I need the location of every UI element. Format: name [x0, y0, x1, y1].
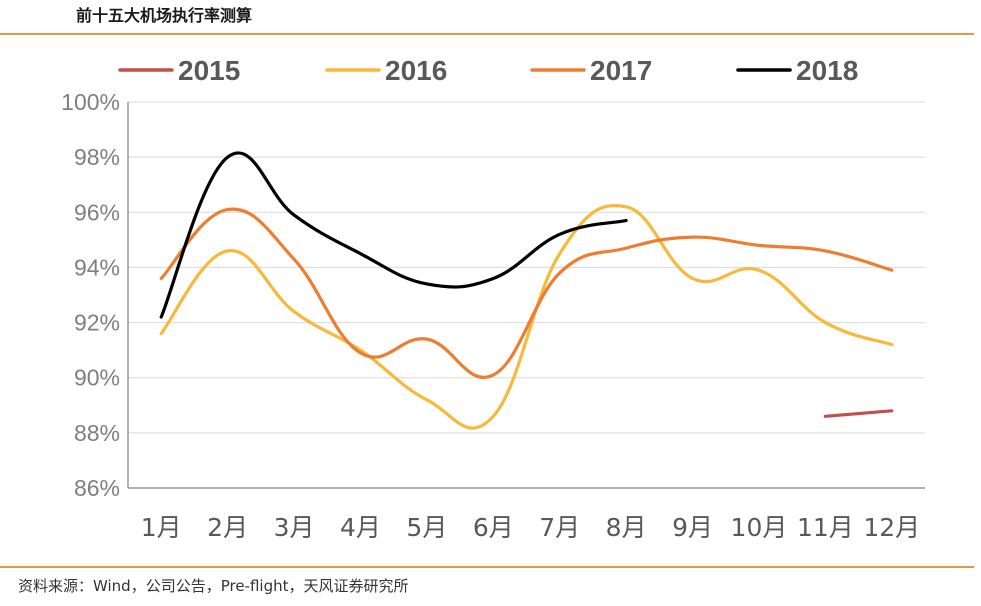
series-line-2016	[159, 204, 894, 430]
legend: 2015 2016 2017 2018	[118, 55, 858, 86]
y-axis-ticks: 86% 88% 90% 92% 94% 96% 98% 100%	[61, 89, 120, 501]
series-line-2017	[159, 207, 894, 379]
axes	[127, 102, 925, 489]
y-tick-label: 96%	[74, 199, 120, 225]
x-tick-label: 6月	[473, 513, 514, 542]
chart-title: 前十五大机场执行率测算	[76, 6, 253, 25]
source-note: 资料来源：Wind，公司公告，Pre-flight，天风证券研究所	[18, 577, 409, 595]
gridlines	[128, 101, 925, 434]
y-tick-label: 98%	[74, 144, 120, 170]
y-tick-label: 90%	[74, 365, 120, 391]
footer-divider	[0, 566, 974, 568]
x-tick-label: 11月	[797, 513, 854, 542]
y-tick-label: 88%	[74, 420, 120, 446]
y-tick-label: 94%	[74, 254, 120, 280]
x-tick-label: 10月	[731, 513, 788, 542]
legend-label-2016: 2016	[385, 55, 447, 86]
x-tick-label: 7月	[539, 513, 580, 542]
x-tick-label: 3月	[274, 513, 315, 542]
x-tick-label: 4月	[340, 513, 381, 542]
series-line-2018	[159, 151, 628, 319]
x-tick-label: 2月	[207, 513, 248, 542]
y-tick-label: 100%	[61, 89, 120, 115]
header-divider	[0, 33, 974, 35]
series-lines	[159, 151, 894, 430]
x-tick-label: 5月	[406, 513, 447, 542]
y-tick-label: 86%	[74, 475, 120, 501]
x-axis-ticks: 1月 2月 3月 4月 5月 6月 7月 8月 9月 10月 11月 12月	[141, 513, 920, 542]
y-tick-label: 92%	[74, 310, 120, 336]
series-line-2015	[823, 409, 894, 418]
legend-label-2015: 2015	[178, 55, 240, 86]
x-tick-label: 9月	[672, 513, 713, 542]
x-tick-label: 8月	[606, 513, 647, 542]
x-tick-label: 1月	[141, 513, 182, 542]
legend-label-2018: 2018	[796, 55, 858, 86]
legend-label-2017: 2017	[590, 55, 652, 86]
line-chart: 86% 88% 90% 92% 94% 96% 98% 100% 1月 2月 3月 4月 5月 6月 7月…	[61, 55, 925, 542]
x-tick-label: 12月	[863, 513, 920, 542]
